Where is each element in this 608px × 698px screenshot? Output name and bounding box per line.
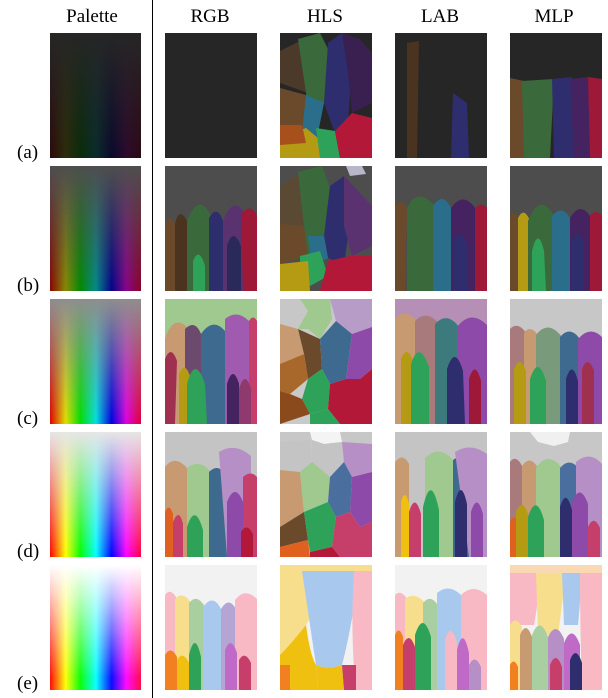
lab-image-c [395, 299, 487, 424]
rgb-image-e [165, 565, 257, 690]
mlp-image-a [510, 33, 602, 158]
palette-image-a [50, 33, 141, 158]
row-label-c: (c) [17, 408, 39, 429]
rgb-image-d [165, 432, 257, 557]
mlp-image-b [510, 166, 602, 291]
mlp-image-c [510, 299, 602, 424]
rgb-image-b [165, 166, 257, 291]
row-label-d: (d) [17, 541, 40, 562]
column-header-mlp: MLP [534, 6, 574, 27]
hls-image-e [280, 565, 372, 690]
rgb-image-a [165, 33, 257, 158]
lab-image-d [395, 432, 487, 557]
column-divider [152, 0, 153, 698]
lab-image-e [395, 565, 487, 690]
row-label-e: (e) [17, 673, 39, 694]
hls-image-b [280, 166, 372, 291]
palette-image-c [50, 299, 141, 424]
column-header-lab: LAB [421, 6, 459, 27]
rgb-image-c [165, 299, 257, 424]
column-header-hls: HLS [307, 6, 343, 27]
lab-image-b [395, 166, 487, 291]
row-label-a: (a) [17, 142, 39, 163]
hls-image-c [280, 299, 372, 424]
lab-image-a [395, 33, 487, 158]
palette-image-e [50, 565, 141, 690]
mlp-image-d [510, 432, 602, 557]
hls-image-a [280, 33, 372, 158]
palette-image-b [50, 166, 141, 291]
mlp-image-e [510, 565, 602, 690]
palette-image-d [50, 432, 141, 557]
row-label-b: (b) [17, 275, 40, 296]
column-header-palette: Palette [66, 6, 118, 27]
column-header-rgb: RGB [190, 6, 230, 27]
hls-image-d [280, 432, 372, 557]
